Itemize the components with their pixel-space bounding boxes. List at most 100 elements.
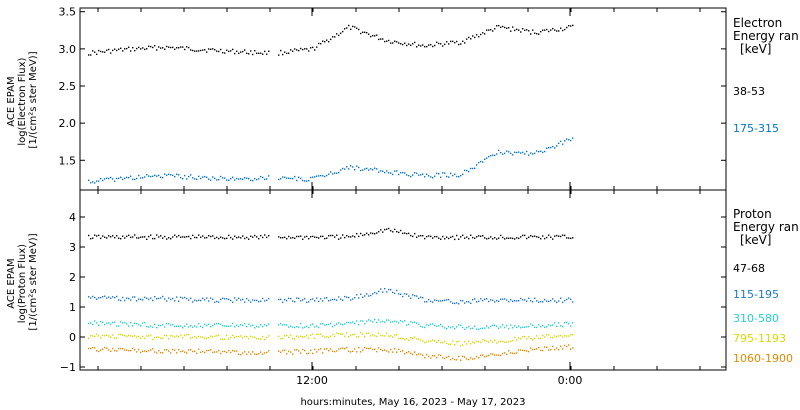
electron-point-175-315 [480, 160, 482, 163]
proton-point-1060-1900 [368, 347, 370, 350]
electron-point-175-315 [224, 177, 226, 179]
proton-point-1060-1900 [212, 351, 214, 354]
proton-point-1060-1900 [196, 352, 198, 355]
proton-point-795-1193 [378, 332, 380, 335]
x-tick-label: 12:00 [296, 374, 328, 387]
proton-point-47-68 [100, 237, 102, 240]
proton-point-795-1193 [568, 335, 570, 337]
proton-point-310-580 [552, 324, 554, 326]
proton-point-310-580 [398, 322, 400, 324]
proton-point-310-580 [426, 324, 428, 326]
proton-point-115-195 [420, 296, 422, 298]
electron-point-38-53 [280, 49, 282, 52]
electron-point-175-315 [490, 155, 492, 157]
electron-point-175-315 [420, 174, 422, 176]
proton-point-47-68 [138, 237, 140, 239]
electron-point-175-315 [206, 176, 208, 178]
proton-point-1060-1900 [172, 348, 174, 351]
proton-ylabel: ACE EPAM log(Proton Flux) [1/(cm²s ster … [6, 233, 39, 330]
proton-point-1060-1900 [518, 349, 520, 351]
electron-point-38-53 [558, 30, 560, 32]
proton-point-47-68 [206, 236, 208, 239]
electron-point-38-53 [454, 42, 456, 44]
electron-point-175-315 [256, 178, 258, 181]
proton-point-795-1193 [102, 334, 104, 337]
proton-point-310-580 [316, 325, 318, 327]
proton-point-47-68 [302, 238, 304, 240]
proton-point-115-195 [344, 295, 346, 298]
proton-point-795-1193 [226, 334, 228, 337]
proton-point-310-580 [190, 325, 192, 327]
proton-point-47-68 [552, 238, 554, 240]
proton-point-310-580 [336, 323, 338, 325]
proton-point-47-68 [94, 234, 96, 236]
proton-point-1060-1900 [464, 356, 466, 358]
electron-point-38-53 [538, 33, 540, 35]
electron-point-38-53 [340, 32, 342, 34]
proton-point-47-68 [308, 238, 310, 240]
proton-point-1060-1900 [262, 353, 264, 355]
proton-point-1060-1900 [516, 352, 518, 354]
proton-point-115-195 [532, 301, 534, 303]
electron-point-175-315 [204, 175, 206, 178]
proton-point-795-1193 [486, 340, 488, 343]
electron-point-175-315 [156, 175, 158, 177]
electron-point-175-315 [244, 177, 246, 179]
proton-point-310-580 [488, 327, 490, 329]
electron-ylabel-line1: ACE EPAM [6, 76, 17, 126]
proton-point-115-195 [434, 299, 436, 301]
electron-ylabel-line2: log(Electron Flux) [17, 57, 28, 145]
electron-point-38-53 [562, 29, 564, 32]
electron-point-38-53 [462, 40, 464, 42]
proton-point-310-580 [458, 324, 460, 326]
proton-point-47-68 [158, 236, 160, 238]
electron-point-38-53 [366, 32, 368, 34]
proton-point-310-580 [388, 319, 390, 321]
electron-point-38-53 [476, 34, 478, 36]
proton-point-1060-1900 [504, 352, 506, 354]
proton-point-115-195 [256, 299, 258, 302]
proton-point-310-580 [180, 325, 182, 327]
electron-point-175-315 [94, 182, 96, 184]
electron-point-175-315 [444, 172, 446, 174]
electron-point-38-53 [168, 46, 170, 48]
proton-point-795-1193 [458, 340, 460, 343]
proton-point-115-195 [88, 296, 90, 298]
proton-point-47-68 [310, 236, 312, 238]
electron-point-38-53 [368, 33, 370, 35]
proton-point-795-1193 [352, 334, 354, 336]
electron-point-38-53 [290, 49, 292, 51]
proton-point-795-1193 [146, 335, 148, 337]
proton-point-310-580 [434, 324, 436, 327]
proton-ytick-label: 1 [69, 301, 76, 314]
electron-point-38-53 [262, 53, 264, 55]
proton-point-1060-1900 [352, 350, 354, 352]
electron-point-38-53 [96, 53, 98, 55]
proton-point-115-195 [224, 298, 226, 300]
electron-point-175-315 [482, 161, 484, 163]
proton-point-115-195 [390, 289, 392, 291]
electron-point-38-53 [556, 30, 558, 32]
electron-point-38-53 [210, 48, 212, 50]
electron-point-175-315 [552, 145, 554, 148]
proton-point-795-1193 [280, 337, 282, 340]
proton-point-115-195 [268, 297, 270, 300]
proton-point-795-1193 [238, 335, 240, 338]
proton-point-310-580 [162, 324, 164, 326]
electron-point-38-53 [308, 50, 310, 52]
proton-point-47-68 [180, 236, 182, 238]
electron-point-38-53 [498, 24, 500, 27]
proton-point-115-195 [160, 297, 162, 299]
proton-legend-115-195: 115-195 [733, 288, 779, 301]
electron-point-38-53 [406, 44, 408, 47]
proton-point-1060-1900 [306, 352, 308, 355]
proton-point-115-195 [356, 294, 358, 296]
proton-point-47-68 [154, 237, 156, 240]
proton-point-310-580 [260, 324, 262, 326]
proton-point-795-1193 [98, 335, 100, 337]
proton-point-115-195 [572, 301, 574, 303]
electron-point-38-53 [494, 28, 496, 30]
proton-point-47-68 [362, 234, 364, 237]
proton-point-1060-1900 [136, 351, 138, 353]
proton-point-310-580 [104, 323, 106, 326]
